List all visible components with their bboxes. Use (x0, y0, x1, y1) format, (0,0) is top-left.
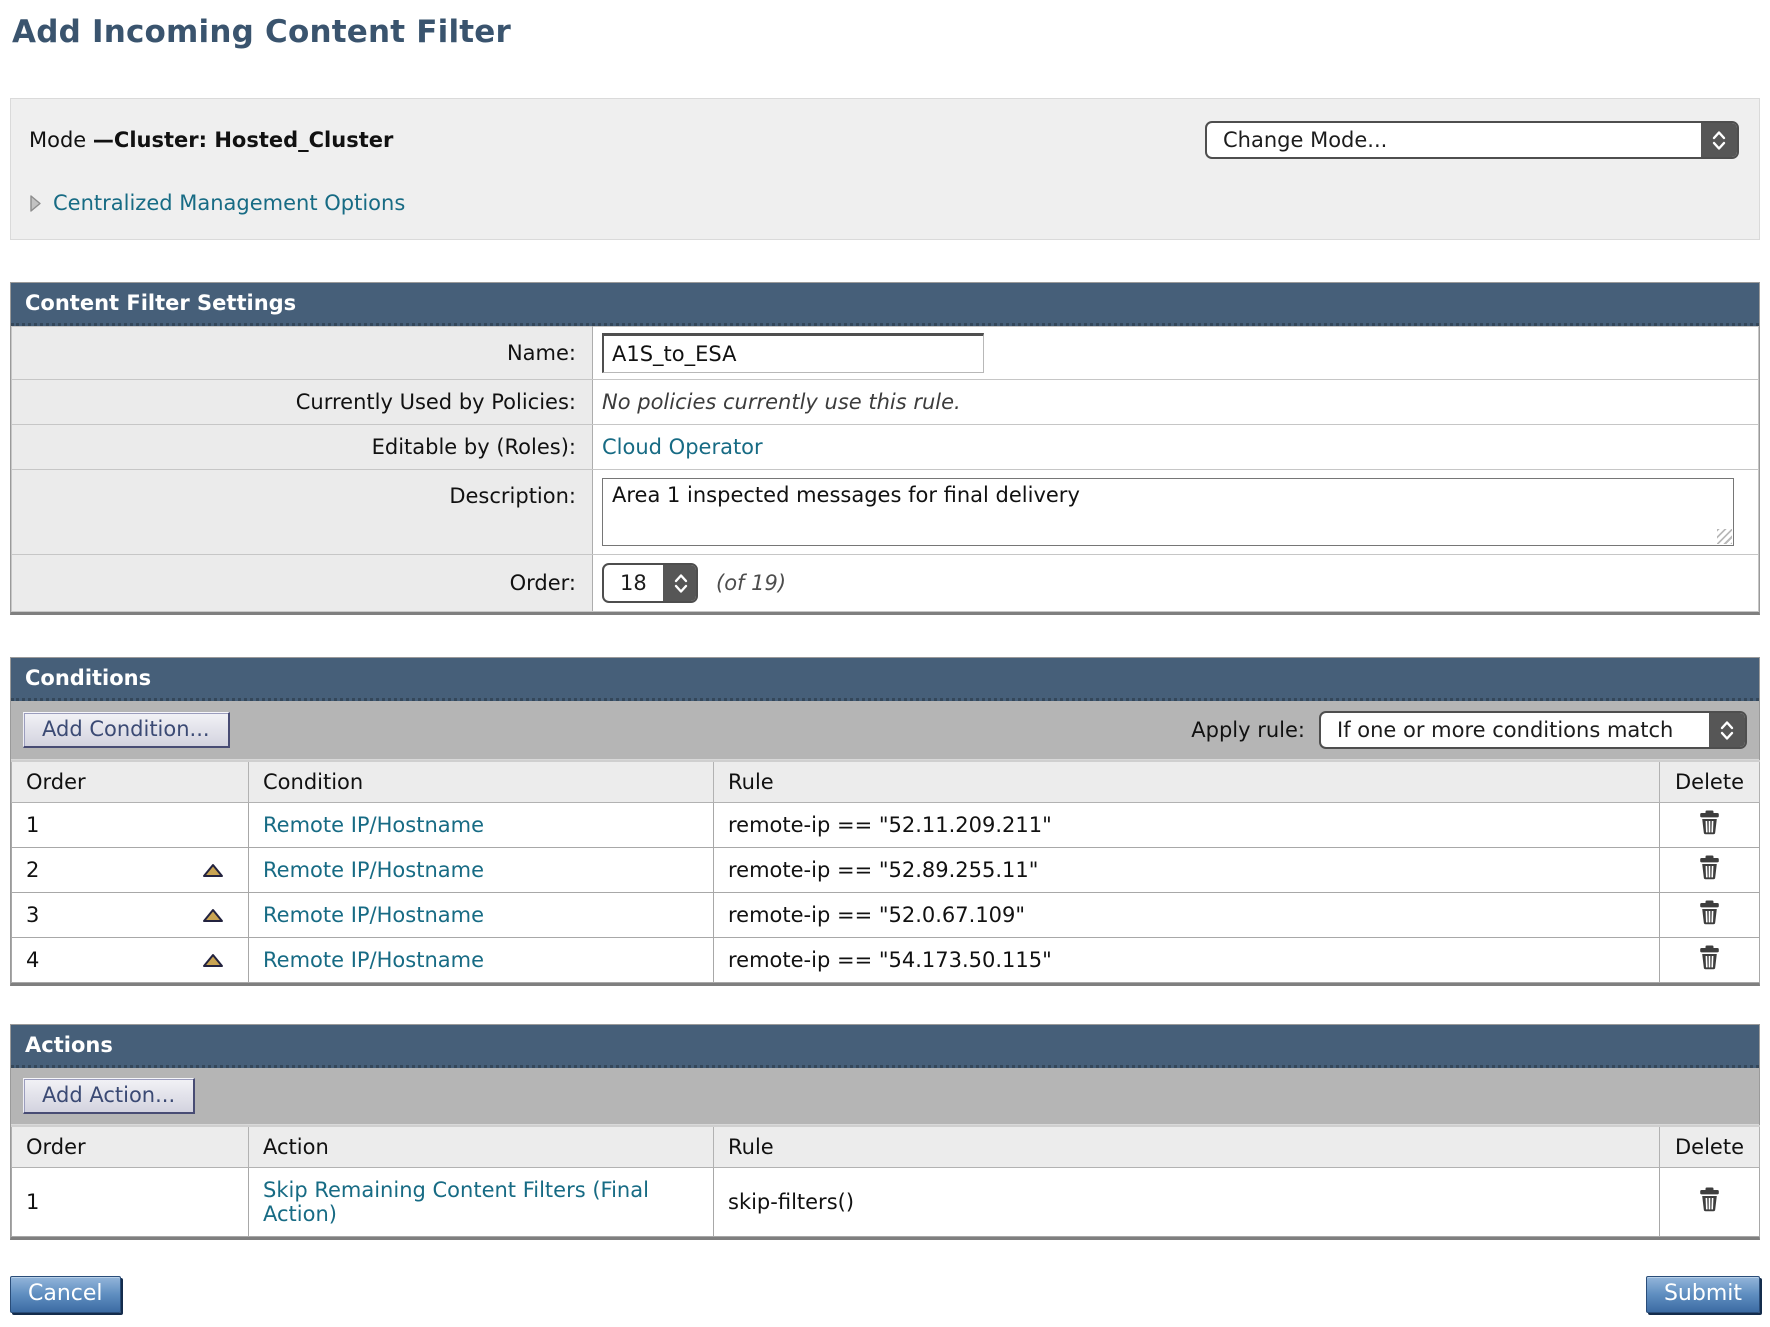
col-rule: Rule (713, 1125, 1660, 1168)
editable-row: Editable by (Roles): Cloud Operator (11, 424, 1759, 470)
centralized-management-options-link[interactable]: Centralized Management Options (53, 191, 406, 215)
condition-rule: remote-ip == "54.173.50.115" (713, 937, 1660, 983)
trash-icon[interactable] (1698, 945, 1721, 970)
apply-rule-select-value: If one or more conditions match (1337, 718, 1674, 742)
policies-label: Currently Used by Policies: (11, 379, 593, 425)
action-rule: skip-filters() (713, 1167, 1660, 1237)
name-label: Name: (11, 326, 593, 380)
add-condition-button[interactable]: Add Condition... (23, 712, 230, 748)
add-action-button[interactable]: Add Action... (23, 1078, 196, 1114)
order-label: Order: (11, 554, 593, 612)
col-delete: Delete (1659, 760, 1760, 803)
editable-roles-link[interactable]: Cloud Operator (602, 435, 763, 459)
actions-header: Actions (11, 1025, 1759, 1068)
col-order: Order (11, 760, 249, 803)
actions-header-row: Order Action Rule Delete (11, 1125, 1760, 1168)
condition-rule: remote-ip == "52.0.67.109" (713, 892, 1660, 938)
conditions-header: Conditions (11, 658, 1759, 701)
condition-link[interactable]: Remote IP/Hostname (263, 903, 485, 927)
condition-row: 4 Remote IP/Hostname remote-ip == "54.17… (11, 937, 1760, 983)
select-spinner-icon (1701, 123, 1737, 157)
change-mode-select-value: Change Mode... (1223, 128, 1388, 152)
select-spinner-icon (662, 565, 696, 601)
submit-button[interactable]: Submit (1645, 1276, 1760, 1313)
cancel-button[interactable]: Cancel (10, 1276, 121, 1313)
row-order: 4 (26, 948, 40, 972)
trash-icon[interactable] (1698, 810, 1721, 835)
resize-grip-icon[interactable] (1717, 529, 1732, 544)
condition-rule: remote-ip == "52.11.209.211" (713, 802, 1660, 848)
move-up-icon[interactable] (202, 862, 226, 878)
row-order: 3 (26, 903, 40, 927)
description-row: Description: Area 1 inspected messages f… (11, 469, 1759, 555)
condition-rule: remote-ip == "52.89.255.11" (713, 847, 1660, 893)
trash-icon[interactable] (1698, 900, 1721, 925)
order-row: Order: 18 (of 19) (11, 554, 1759, 612)
col-action: Action (248, 1125, 714, 1168)
content-filter-settings-panel: Content Filter Settings Name: Currently … (10, 282, 1760, 615)
apply-rule-label: Apply rule: (1191, 718, 1305, 742)
actions-panel: Actions Add Action... Order Action Rule … (10, 1024, 1760, 1240)
page-title: Add Incoming Content Filter (12, 14, 512, 50)
action-link[interactable]: Skip Remaining Content Filters (Final Ac… (263, 1178, 649, 1226)
mode-text: Mode —Cluster: Hosted_Cluster (29, 128, 393, 152)
policies-row: Currently Used by Policies: No policies … (11, 379, 1759, 425)
action-row: 1 Skip Remaining Content Filters (Final … (11, 1167, 1760, 1237)
row-order: 1 (26, 813, 40, 837)
triangle-right-icon[interactable] (29, 194, 42, 213)
mode-value: —Cluster: Hosted_Cluster (92, 128, 394, 152)
condition-link[interactable]: Remote IP/Hostname (263, 948, 485, 972)
condition-row: 1 Remote IP/Hostname remote-ip == "52.11… (11, 802, 1760, 848)
condition-row: 2 Remote IP/Hostname remote-ip == "52.89… (11, 847, 1760, 893)
change-mode-select[interactable]: Change Mode... (1205, 121, 1739, 159)
col-rule: Rule (713, 760, 1660, 803)
conditions-header-row: Order Condition Rule Delete (11, 760, 1760, 803)
select-spinner-icon (1709, 713, 1745, 747)
policies-value: No policies currently use this rule. (602, 390, 961, 414)
col-condition: Condition (248, 760, 714, 803)
actions-toolbar: Add Action... (11, 1068, 1759, 1125)
name-input[interactable] (602, 333, 984, 373)
col-delete: Delete (1659, 1125, 1760, 1168)
mode-label: Mode (29, 128, 93, 152)
condition-link[interactable]: Remote IP/Hostname (263, 813, 485, 837)
order-select-value: 18 (620, 571, 647, 595)
mode-panel: Mode —Cluster: Hosted_Cluster Change Mod… (10, 98, 1760, 240)
trash-icon[interactable] (1698, 1187, 1721, 1212)
order-select[interactable]: 18 (602, 563, 698, 603)
description-textarea[interactable]: Area 1 inspected messages for final deli… (602, 478, 1734, 546)
conditions-toolbar: Add Condition... Apply rule: If one or m… (11, 701, 1759, 760)
content-filter-settings-header: Content Filter Settings (11, 283, 1759, 326)
condition-row: 3 Remote IP/Hostname remote-ip == "52.0.… (11, 892, 1760, 938)
move-up-icon[interactable] (202, 952, 226, 968)
conditions-panel: Conditions Add Condition... Apply rule: … (10, 657, 1760, 986)
col-order: Order (11, 1125, 249, 1168)
condition-link[interactable]: Remote IP/Hostname (263, 858, 485, 882)
description-label: Description: (11, 469, 593, 555)
editable-label: Editable by (Roles): (11, 424, 593, 470)
row-order: 2 (26, 858, 40, 882)
order-hint: (of 19) (716, 571, 787, 595)
name-row: Name: (11, 326, 1759, 380)
move-up-icon[interactable] (202, 907, 226, 923)
row-order: 1 (26, 1190, 40, 1214)
apply-rule-select[interactable]: If one or more conditions match (1319, 711, 1747, 749)
trash-icon[interactable] (1698, 855, 1721, 880)
description-value: Area 1 inspected messages for final deli… (612, 483, 1080, 507)
footer: Cancel Submit (10, 1276, 1760, 1327)
